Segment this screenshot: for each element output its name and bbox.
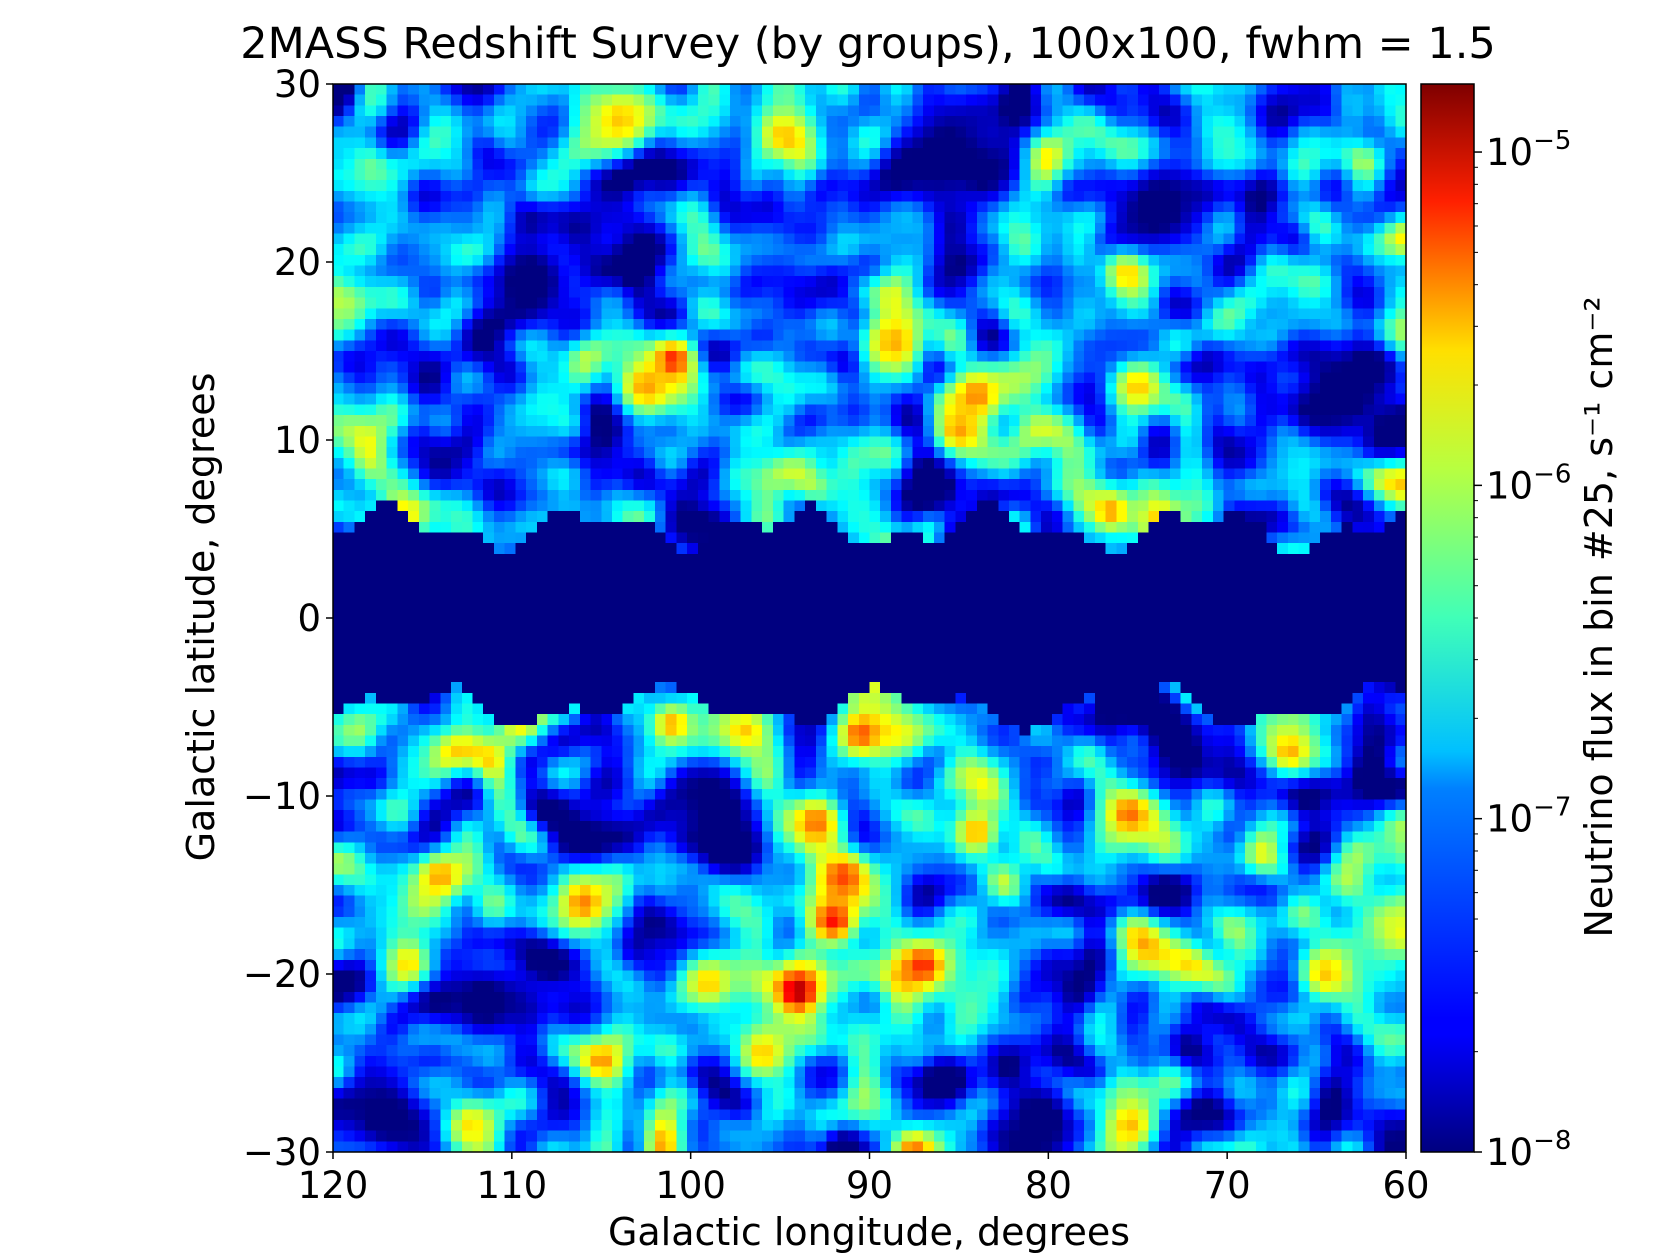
x-tick-label: 110 bbox=[477, 1164, 548, 1207]
colorbar-axis: 10−810−710−610−5 bbox=[1474, 126, 1571, 1174]
y-tick-label: 10 bbox=[274, 419, 321, 462]
colorbar-tick-base: 10 bbox=[1486, 1131, 1533, 1174]
x-tick-label: 90 bbox=[846, 1164, 893, 1207]
x-tick-label: 120 bbox=[298, 1164, 369, 1207]
colorbar-tick-exponent: −8 bbox=[1533, 1126, 1571, 1156]
colorbar-tick-exponent: −6 bbox=[1533, 459, 1571, 489]
x-tick-label: 70 bbox=[1204, 1164, 1251, 1207]
heatmap-image bbox=[333, 84, 1406, 1152]
heatmap-raster bbox=[333, 84, 1406, 1152]
colorbar-tick-base: 10 bbox=[1486, 798, 1533, 841]
colorbar bbox=[1420, 83, 1475, 1153]
y-tick-label: −10 bbox=[243, 775, 321, 818]
y-tick-label: −20 bbox=[243, 953, 321, 996]
colorbar-tick-exponent: −5 bbox=[1533, 126, 1571, 156]
y-axis: 30 20 10 0 −10 −20 −30 bbox=[243, 63, 333, 1174]
colorbar-tick-label: 10−8 bbox=[1486, 1126, 1571, 1174]
colorbar-tick-label: 10−5 bbox=[1486, 126, 1571, 174]
colorbar-tick-base: 10 bbox=[1486, 464, 1533, 507]
y-tick-label: −30 bbox=[243, 1131, 321, 1174]
colorbar-tick-label: 10−7 bbox=[1486, 793, 1571, 841]
colorbar-tick-exponent: −7 bbox=[1533, 793, 1571, 823]
x-tick-label: 80 bbox=[1025, 1164, 1072, 1207]
y-axis-label: Galactic latitude, degrees bbox=[179, 373, 223, 862]
x-axis-label: Galactic longitude, degrees bbox=[608, 1210, 1130, 1254]
x-tick-label: 100 bbox=[655, 1164, 726, 1207]
y-tick-label: 20 bbox=[274, 241, 321, 284]
y-tick-label: 0 bbox=[297, 597, 321, 640]
x-axis: 120 110 100 90 80 70 60 bbox=[298, 1152, 1430, 1207]
colorbar-tick-label: 10−6 bbox=[1486, 459, 1571, 507]
y-tick-label: 30 bbox=[274, 63, 321, 106]
colorbar-tick-base: 10 bbox=[1486, 131, 1533, 174]
colorbar-label: Neutrino flux in bin #25, s⁻¹ cm⁻² bbox=[1577, 296, 1621, 937]
x-tick-label: 60 bbox=[1382, 1164, 1429, 1207]
chart-title: 2MASS Redshift Survey (by groups), 100x1… bbox=[240, 19, 1496, 69]
